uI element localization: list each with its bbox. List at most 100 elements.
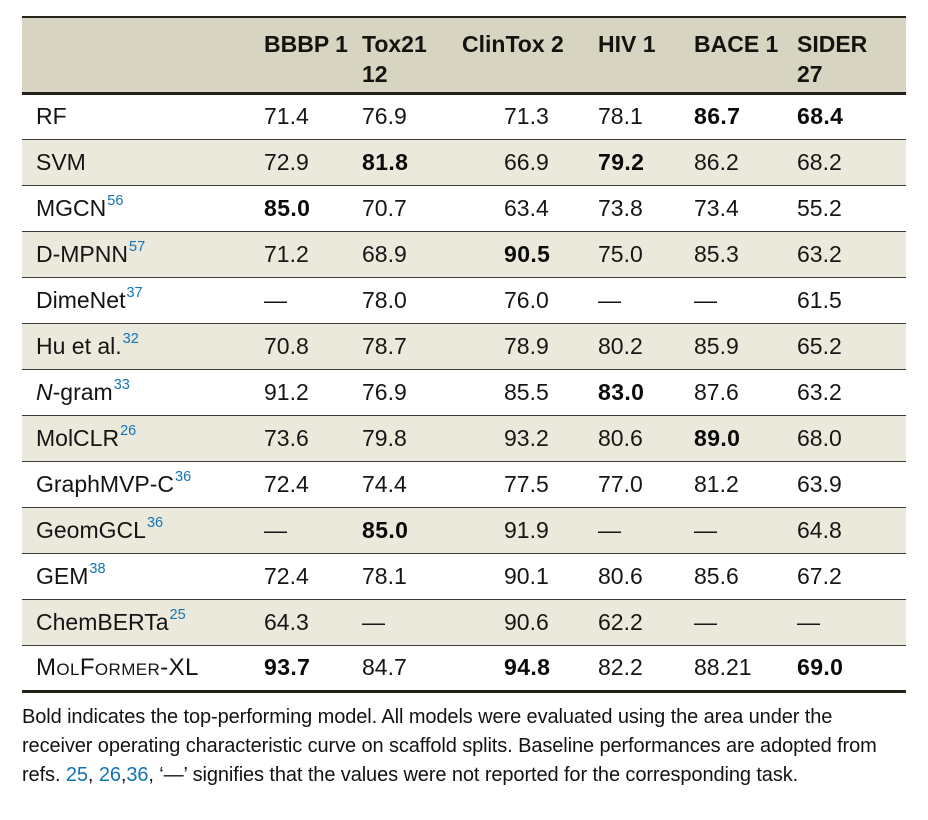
metric-value-bbbp: — xyxy=(264,286,287,313)
metric-value-hiv: 73.8 xyxy=(598,194,643,221)
metric-value-sider: 68.0 xyxy=(797,424,842,451)
metric-value-clintox: 63.4 xyxy=(504,194,549,221)
metric-value-hiv: 62.2 xyxy=(598,608,643,635)
reference-superscript-link[interactable]: 36 xyxy=(175,468,192,485)
model-name-cell: SVM xyxy=(22,139,262,185)
table-footnote: Bold indicates the top-performing model.… xyxy=(22,703,906,790)
metric-value-bace: 89.0 xyxy=(694,424,741,451)
metric-value-sider: 63.9 xyxy=(797,470,842,497)
model-name-cell: MolFormer-XL xyxy=(22,645,262,691)
metric-value-hiv: 82.2 xyxy=(598,654,643,680)
metric-value-sider: 68.4 xyxy=(797,103,844,129)
reference-superscript-link[interactable]: 57 xyxy=(129,238,146,255)
reference-superscript-link[interactable]: 32 xyxy=(122,330,139,347)
table-row: RF 71.4 76.9 71.3 78.1 86.7 68.4 xyxy=(22,93,906,139)
column-header-bbbp: BBBP 1 xyxy=(262,17,360,95)
benchmark-table-figure: BBBP 1 Tox21 12 ClinTox 2 HIV 1 BACE 1 SIDER … xyxy=(22,16,906,790)
model-name-italic-letter: N xyxy=(36,378,53,405)
model-name-label: -gram xyxy=(52,378,113,405)
metric-value-sider: — xyxy=(797,608,820,635)
table-row: MGCN56 85.0 70.7 63.4 73.8 73.4 55.2 xyxy=(22,185,906,231)
metric-value-sider: 69.0 xyxy=(797,654,844,680)
reference-superscript-link[interactable]: 36 xyxy=(146,514,164,531)
metric-value-bace: — xyxy=(694,286,717,313)
metric-value-sider: 55.2 xyxy=(797,194,842,221)
reference-superscript-link[interactable]: 25 xyxy=(169,606,186,623)
model-name-cell: GeomGCL36 xyxy=(22,507,262,553)
metric-value-clintox: 76.0 xyxy=(504,286,549,313)
table-row: DimeNet37—78.0 76.0— —61.5 xyxy=(22,277,906,323)
metric-value-hiv: 75.0 xyxy=(598,240,643,267)
metric-value-bbbp: 73.6 xyxy=(264,424,309,451)
column-header-hiv: HIV 1 xyxy=(596,17,692,95)
metric-value-hiv: 80.6 xyxy=(598,424,643,451)
footnote-text: , xyxy=(120,763,127,786)
metric-value-bace: — xyxy=(694,608,717,635)
table-body: RF 71.4 76.9 71.3 78.1 86.7 68.4 SVM 72.9 81.8 66.… xyxy=(22,93,906,691)
metric-value-bbbp: 72.4 xyxy=(264,562,309,589)
metric-value-bace: 85.6 xyxy=(694,562,739,589)
metric-value-bbbp: 64.3 xyxy=(264,608,309,635)
model-name-label: D-MPNN xyxy=(36,240,128,267)
table-row: GeomGCL36—85.0 91.9— —64.8 xyxy=(22,507,906,553)
benchmark-results-table: BBBP 1 Tox21 12 ClinTox 2 HIV 1 BACE 1 SIDER … xyxy=(22,16,906,693)
metric-value-hiv: 79.2 xyxy=(598,148,645,175)
reference-superscript-link[interactable]: 38 xyxy=(89,560,106,577)
metric-value-clintox: 66.9 xyxy=(504,148,549,175)
metric-value-bbbp: 93.7 xyxy=(264,654,311,680)
metric-value-bace: — xyxy=(694,516,717,543)
metric-value-hiv: — xyxy=(598,516,621,543)
metric-value-clintox: 90.1 xyxy=(504,562,549,589)
reference-superscript-link[interactable]: 56 xyxy=(107,192,124,209)
model-name-label: MolCLR xyxy=(36,424,120,451)
metric-value-sider: 63.2 xyxy=(797,240,842,267)
metric-value-clintox: 78.9 xyxy=(504,332,549,359)
reference-superscript-link[interactable]: 37 xyxy=(126,284,143,301)
metric-value-sider: 63.2 xyxy=(797,378,842,405)
metric-value-bbbp: 72.4 xyxy=(264,470,309,497)
table-row: SVM 72.9 81.8 66.9 79.2 86.2 68.2 xyxy=(22,139,906,185)
metric-value-tox21: 70.7 xyxy=(362,194,407,221)
metric-value-clintox: 85.5 xyxy=(504,378,549,405)
model-name-cell: RF xyxy=(22,93,262,139)
metric-value-bbbp: 85.0 xyxy=(264,194,311,221)
metric-value-bbbp: 71.2 xyxy=(264,240,309,267)
metric-value-tox21: 85.0 xyxy=(362,516,409,543)
metric-value-bace: 73.4 xyxy=(694,194,739,221)
table-row: Hu et al.32 70.8 78.7 78.9 80.2 85.9 65.2 xyxy=(22,323,906,369)
metric-value-bace: 86.2 xyxy=(694,148,739,175)
metric-value-tox21: 74.4 xyxy=(362,470,407,497)
footnote-reference-link[interactable]: 25 xyxy=(65,763,88,786)
metric-value-bace: 81.2 xyxy=(694,470,739,497)
model-name-label: GraphMVP-C xyxy=(36,470,175,497)
model-name-label: RF xyxy=(36,103,67,129)
model-name-cell: ChemBERTa25 xyxy=(22,599,262,645)
table-row: GraphMVP-C36 72.4 74.4 77.5 77.0 81.2 63.9 xyxy=(22,461,906,507)
model-name-label: GeomGCL xyxy=(36,516,146,543)
metric-value-bbbp: 72.9 xyxy=(264,148,309,175)
model-name-label: Hu et al. xyxy=(36,332,122,359)
column-header-tox21: Tox21 12 xyxy=(360,17,460,95)
model-name-label: MGCN xyxy=(36,194,107,221)
reference-superscript-link[interactable]: 26 xyxy=(120,422,137,439)
column-header-clintox: ClinTox 2 xyxy=(460,17,596,95)
table-row: N-gram33 91.2 76.9 85.5 83.0 87.6 63.2 xyxy=(22,369,906,415)
metric-value-tox21: 68.9 xyxy=(362,240,407,267)
table-row: GEM38 72.4 78.1 90.1 80.6 85.6 67.2 xyxy=(22,553,906,599)
metric-value-hiv: 83.0 xyxy=(598,378,645,405)
metric-value-clintox: 90.6 xyxy=(504,608,549,635)
metric-value-bace: 88.21 xyxy=(694,654,752,680)
metric-value-clintox: 90.5 xyxy=(504,240,551,267)
model-name-label: GEM xyxy=(36,562,89,589)
reference-superscript-link[interactable]: 33 xyxy=(113,376,130,393)
model-name-label: ChemBERTa xyxy=(36,608,169,635)
footnote-reference-link[interactable]: 26 xyxy=(98,763,121,786)
footnote-reference-link[interactable]: 36 xyxy=(126,763,149,786)
metric-value-sider: 61.5 xyxy=(797,286,842,313)
column-header-sider: SIDER 27 xyxy=(795,17,906,95)
metric-value-sider: 65.2 xyxy=(797,332,842,359)
table-row: MolFormer-XL 93.7 84.7 94.8 82.2 88.21 69.0 xyxy=(22,645,906,691)
metric-value-hiv: — xyxy=(598,286,621,313)
footnote-text: , xyxy=(87,763,99,786)
model-name-cell: MolCLR26 xyxy=(22,415,262,461)
